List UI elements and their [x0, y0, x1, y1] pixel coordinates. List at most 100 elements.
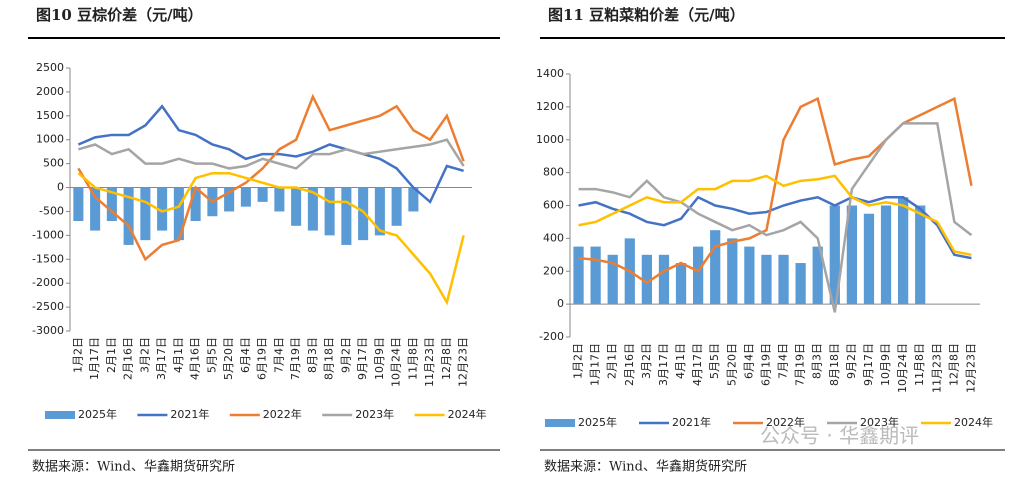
y-tick-label: 2500: [36, 61, 64, 74]
watermark: 公众号 · 华鑫期评: [760, 424, 919, 448]
line: [578, 96, 973, 285]
bar: [408, 187, 419, 212]
x-tick-label: 9月17日: [862, 343, 875, 386]
x-tick-label: 7月19日: [794, 343, 807, 386]
x-tick-label: 2月1日: [105, 337, 118, 373]
bar: [812, 246, 823, 305]
x-tick-label: 1月17日: [589, 343, 602, 386]
y-tick-label: 600: [543, 199, 564, 212]
legend-label: 2023年: [355, 407, 394, 421]
x-tick-label: 1月2日: [71, 337, 84, 373]
bar: [658, 254, 670, 305]
y-tick-label: 400: [543, 231, 564, 244]
x-tick-label: 8月3日: [306, 337, 319, 373]
x-tick-label: 6月4日: [742, 343, 755, 379]
x-tick-label: 6月19日: [256, 337, 269, 380]
y-tick-label: 1000: [36, 133, 64, 146]
x-tick-label: 3月2日: [138, 337, 151, 373]
x-tick-label: 5月20日: [725, 343, 738, 386]
y-tick-label: 1000: [536, 133, 564, 146]
y-tick-label: 0: [57, 181, 64, 194]
y-tick-label: -2000: [32, 276, 64, 289]
bar: [727, 238, 738, 305]
x-tick-label: 3月17日: [155, 337, 168, 380]
bar: [224, 187, 235, 212]
bar: [274, 187, 285, 212]
x-tick-label: 5月20日: [222, 337, 235, 380]
x-tick-label: 9月17日: [356, 337, 369, 380]
x-tick-label: 10月9日: [373, 337, 386, 380]
x-tick-label: 8月18日: [828, 343, 841, 386]
y-tick-label: 200: [543, 264, 564, 277]
x-tick-label: 3月17日: [657, 343, 670, 386]
x-tick-label: 7月4日: [272, 337, 285, 373]
x-tick-label: 5月5日: [708, 343, 721, 379]
legend-label: 2021年: [672, 415, 711, 429]
bar: [90, 187, 101, 231]
line: [578, 174, 972, 257]
x-tick-label: 2月1日: [606, 343, 619, 379]
y-tick-label: -500: [39, 204, 64, 217]
legend-label: 2021年: [170, 407, 209, 421]
y-tick-label: 1500: [36, 109, 64, 122]
x-tick-label: 10月9日: [879, 343, 892, 386]
x-tick-label: 11月23日: [423, 337, 436, 387]
bar: [641, 254, 652, 305]
bar: [106, 187, 117, 222]
bar: [307, 187, 318, 231]
bar: [374, 187, 385, 236]
line: [77, 171, 465, 306]
x-tick-label: 12月8日: [440, 337, 453, 380]
line: [77, 104, 464, 204]
bar: [291, 187, 302, 226]
y-tick-label: -200: [539, 330, 564, 343]
bar: [73, 187, 84, 222]
x-tick-label: 11月23日: [930, 343, 943, 393]
y-tick-label: 0: [557, 297, 564, 310]
x-tick-label: 2月16日: [122, 337, 135, 380]
y-tick-label: -1500: [32, 252, 64, 265]
x-tick-label: 12月23日: [964, 343, 977, 393]
x-tick-label: 8月18日: [323, 337, 336, 380]
bar: [761, 254, 772, 305]
legend-label: 2022年: [766, 415, 805, 429]
line: [77, 93, 465, 262]
x-tick-label: 12月8日: [947, 343, 960, 386]
x-tick-label: 11月8日: [406, 337, 419, 380]
source-note: 数据来源：Wind、华鑫期货研究所: [32, 459, 235, 475]
line: [578, 195, 972, 260]
y-tick-label: 800: [543, 166, 564, 179]
x-tick-label: 12月23日: [457, 337, 470, 387]
x-tick-label: 6月4日: [239, 337, 252, 373]
legend-swatch: [45, 411, 75, 419]
x-tick-label: 7月19日: [289, 337, 302, 380]
bar: [710, 230, 721, 305]
bar: [123, 187, 134, 245]
y-tick-label: -3000: [32, 324, 64, 337]
x-tick-label: 9月2日: [845, 343, 858, 379]
legend-label: 2022年: [263, 407, 302, 421]
x-tick-label: 4月17日: [691, 343, 704, 386]
bar: [829, 205, 840, 305]
bar: [257, 187, 268, 202]
x-tick-label: 5月5日: [205, 337, 218, 373]
bar: [240, 187, 251, 207]
legend-swatch: [545, 419, 575, 427]
legend-label: 2025年: [578, 415, 617, 429]
x-tick-label: 4月1日: [172, 337, 185, 373]
y-tick-label: 1400: [536, 67, 564, 80]
bar: [341, 187, 352, 245]
x-tick-label: 10月24日: [390, 337, 403, 387]
y-tick-label: -1000: [32, 228, 64, 241]
bar: [744, 246, 755, 305]
bar: [324, 187, 335, 236]
bar: [898, 197, 909, 305]
chart-title: 图10 豆棕价差（元/吨）: [36, 6, 203, 24]
chart-title: 图11 豆粕菜粕价差（元/吨）: [548, 6, 745, 24]
x-tick-label: 3月2日: [640, 343, 653, 379]
legend-label: 2023年: [860, 415, 899, 429]
bar: [190, 187, 201, 222]
legend-label: 2024年: [954, 415, 993, 429]
x-tick-label: 8月3日: [811, 343, 824, 379]
